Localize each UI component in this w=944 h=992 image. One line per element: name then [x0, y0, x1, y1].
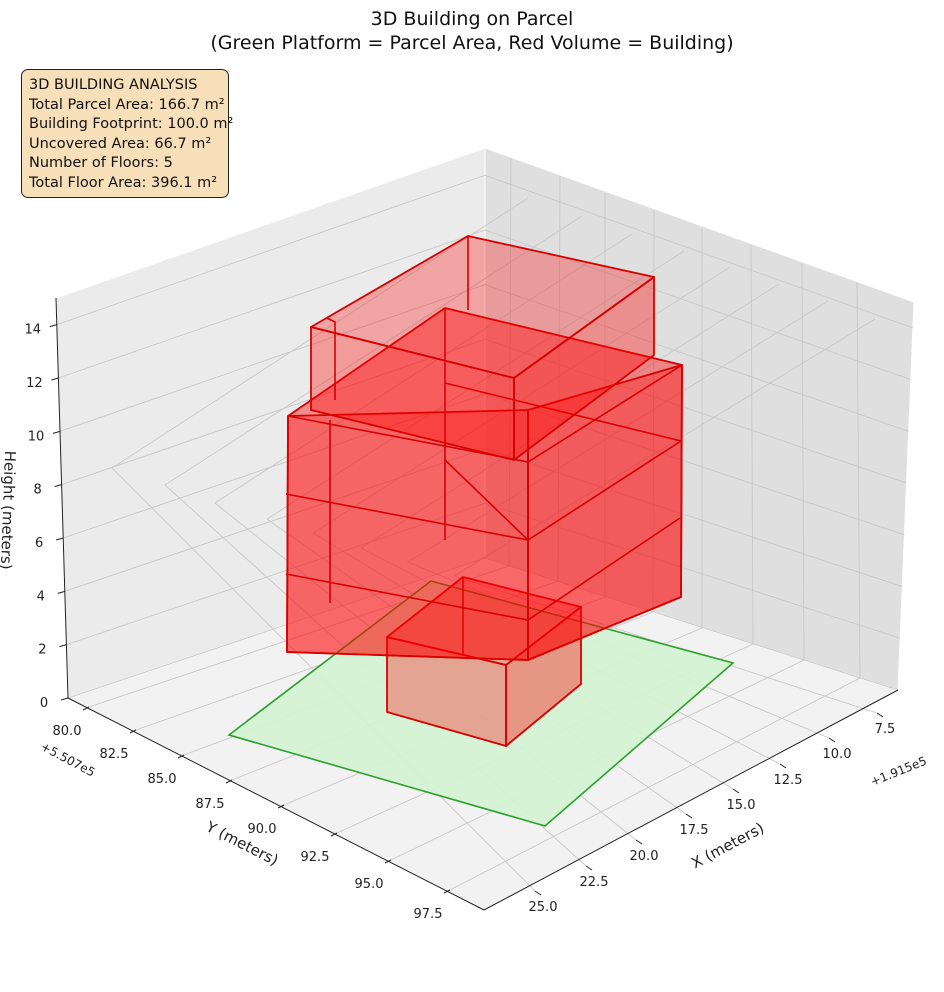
x-tick: [828, 737, 836, 743]
z-tick: [60, 697, 69, 701]
ground-block-right-face: [505, 606, 582, 747]
z-tick: [49, 324, 57, 328]
x-tick-label: 7.5: [875, 722, 896, 737]
z-tick-label: 0: [40, 696, 48, 711]
y-tick: [384, 859, 392, 864]
info-box-title: 3D BUILDING ANALYSIS: [29, 77, 198, 93]
top-block-side-face: [513, 276, 655, 461]
y-tick-label: 95.0: [355, 877, 384, 892]
z-tick: [56, 537, 64, 541]
floor-line-3: [285, 517, 681, 621]
x-tick-label: 22.5: [580, 875, 609, 890]
z-tick: [52, 430, 61, 434]
y-axis-offset: +5.507e5: [38, 739, 97, 779]
y-tick-label: 90.0: [248, 822, 277, 837]
analysis-info-box: 3D BUILDING ANALYSIS Total Parcel Area: …: [21, 69, 234, 198]
x-tick-label: 20.0: [630, 849, 659, 864]
z-tick-label: 12: [26, 376, 43, 391]
y-tick-label: 85.0: [148, 772, 177, 787]
x-tick: [534, 890, 542, 896]
info-line-uncovered: Uncovered Area: 66.7 m²: [29, 135, 212, 152]
info-line-footprint: Building Footprint: 100.0 m²: [29, 116, 234, 132]
z-gridline: [66, 502, 901, 646]
y-tick: [330, 832, 338, 837]
z-axis-line: [55, 297, 69, 699]
x-axis-offset: +1.915e5: [868, 754, 928, 789]
y-tick: [225, 779, 233, 784]
axis-ticks: 7.5 10.0 12.5 15.0 17.5 20.0 22.5 25.0 80.0 82.5 8…: [25, 323, 896, 922]
z-tick-label: 10: [28, 429, 45, 444]
y-tick-label: 97.5: [414, 907, 443, 922]
z-axis-label: Height (meters): [0, 450, 19, 570]
y-axis-line: [67, 697, 485, 911]
x-tick-label: 17.5: [680, 823, 709, 838]
z-gridline: [56, 174, 914, 329]
y-tick-label: 82.5: [100, 747, 129, 762]
z-tick: [54, 484, 62, 488]
x-tick-label: 25.0: [529, 900, 558, 915]
info-line-floor-area: Total Floor Area: 396.1 m²: [29, 174, 218, 191]
info-line-floors: Number of Floors: 5: [29, 155, 173, 171]
y-tick: [443, 889, 451, 894]
floor-line-5: [287, 364, 683, 463]
y-tick-label: 80.0: [53, 724, 82, 739]
x-axis-line: [483, 689, 899, 911]
y-tick: [177, 754, 185, 759]
x-tick-label: 15.0: [727, 798, 756, 813]
x-tick-label: 12.5: [774, 773, 803, 788]
z-tick: [57, 590, 65, 594]
x-tick: [732, 788, 740, 794]
info-line-parcel-area: Total Parcel Area: 166.7 m²: [29, 96, 225, 113]
building-layer: [285, 235, 683, 747]
z-gridline: [58, 229, 911, 381]
z-gridline: [67, 557, 899, 699]
x-tick: [585, 865, 593, 871]
x-tick-label: 10.0: [823, 747, 852, 762]
z-tick-label: 14: [25, 323, 42, 338]
z-gridline: [64, 448, 903, 592]
z-tick-label: 2: [38, 643, 46, 658]
parcel-platform: [227, 580, 735, 827]
z-gridline: [61, 338, 907, 486]
chart-title: 3D Building on Parcel: [371, 8, 574, 30]
y-tick-label: 87.5: [196, 797, 225, 812]
y-tick: [129, 729, 137, 734]
chart-subtitle: (Green Platform = Parcel Area, Red Volum…: [210, 32, 733, 54]
z-tick-label: 8: [33, 483, 41, 498]
z-tick: [59, 644, 67, 648]
top-block-notch: [326, 317, 336, 400]
rear-floor-line-4: [444, 382, 682, 442]
y-tick-label: 92.5: [301, 850, 330, 865]
z-tick: [51, 377, 59, 381]
x-tick: [635, 839, 643, 845]
y-tick: [82, 706, 90, 711]
y-tick: [277, 804, 285, 809]
x-tick: [779, 763, 787, 769]
z-tick-label: 4: [37, 589, 45, 604]
parcel-layer: [227, 580, 735, 827]
z-gridline: [59, 284, 909, 432]
x-tick: [685, 813, 693, 819]
axis-lines: [55, 297, 899, 911]
z-tick-label: 6: [35, 536, 43, 551]
z-gridline: [63, 393, 905, 539]
rear-floor-line-3: [444, 459, 529, 541]
x-gridline: [452, 318, 878, 714]
x-tick: [876, 712, 884, 718]
